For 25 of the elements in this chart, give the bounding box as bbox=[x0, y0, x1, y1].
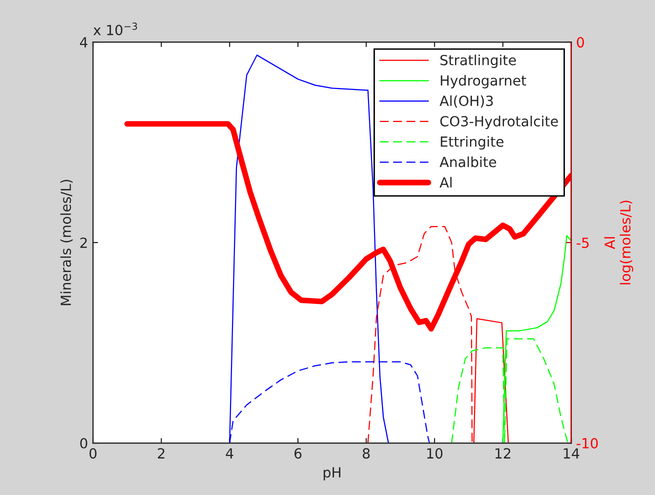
x-tick-label: 4 bbox=[226, 448, 234, 458]
x-axis-title: pH bbox=[324, 467, 340, 480]
legend-label: CO3-Hydrotalcite bbox=[440, 116, 558, 130]
x-tick-label: 14 bbox=[564, 448, 580, 458]
y2-tick-label: -10 bbox=[576, 438, 598, 448]
legend-label: Hydrogarnet bbox=[440, 74, 526, 88]
x-tick-label: 0 bbox=[90, 448, 97, 459]
text: x 10$^{−3}$ bbox=[93, 22, 138, 36]
y2-tick-label: 0 bbox=[576, 37, 584, 48]
x-tick-label: 8 bbox=[362, 448, 370, 459]
y2-tick-label: -5 bbox=[576, 238, 589, 248]
x-tick-label: 2 bbox=[158, 448, 164, 458]
y-tick-label: 0 bbox=[80, 438, 88, 448]
legend-label: Analbite bbox=[440, 156, 496, 168]
legend-label: Al(OH)3 bbox=[440, 95, 493, 108]
y-tick-label: 2 bbox=[80, 238, 87, 248]
legend-label: Ettringite bbox=[440, 136, 504, 150]
y-axis-title: Minerals (moles/L) bbox=[60, 180, 73, 306]
legend-label: Stratlingite bbox=[440, 54, 516, 68]
legend-label: Al bbox=[440, 176, 452, 188]
x-tick-label: 10 bbox=[427, 448, 442, 459]
y2-axis-title: Al log(moles/L) bbox=[604, 200, 634, 284]
y-tick-label: 4 bbox=[80, 37, 88, 48]
x-tick-label: 6 bbox=[294, 448, 302, 459]
x-tick-label: 12 bbox=[496, 448, 510, 458]
